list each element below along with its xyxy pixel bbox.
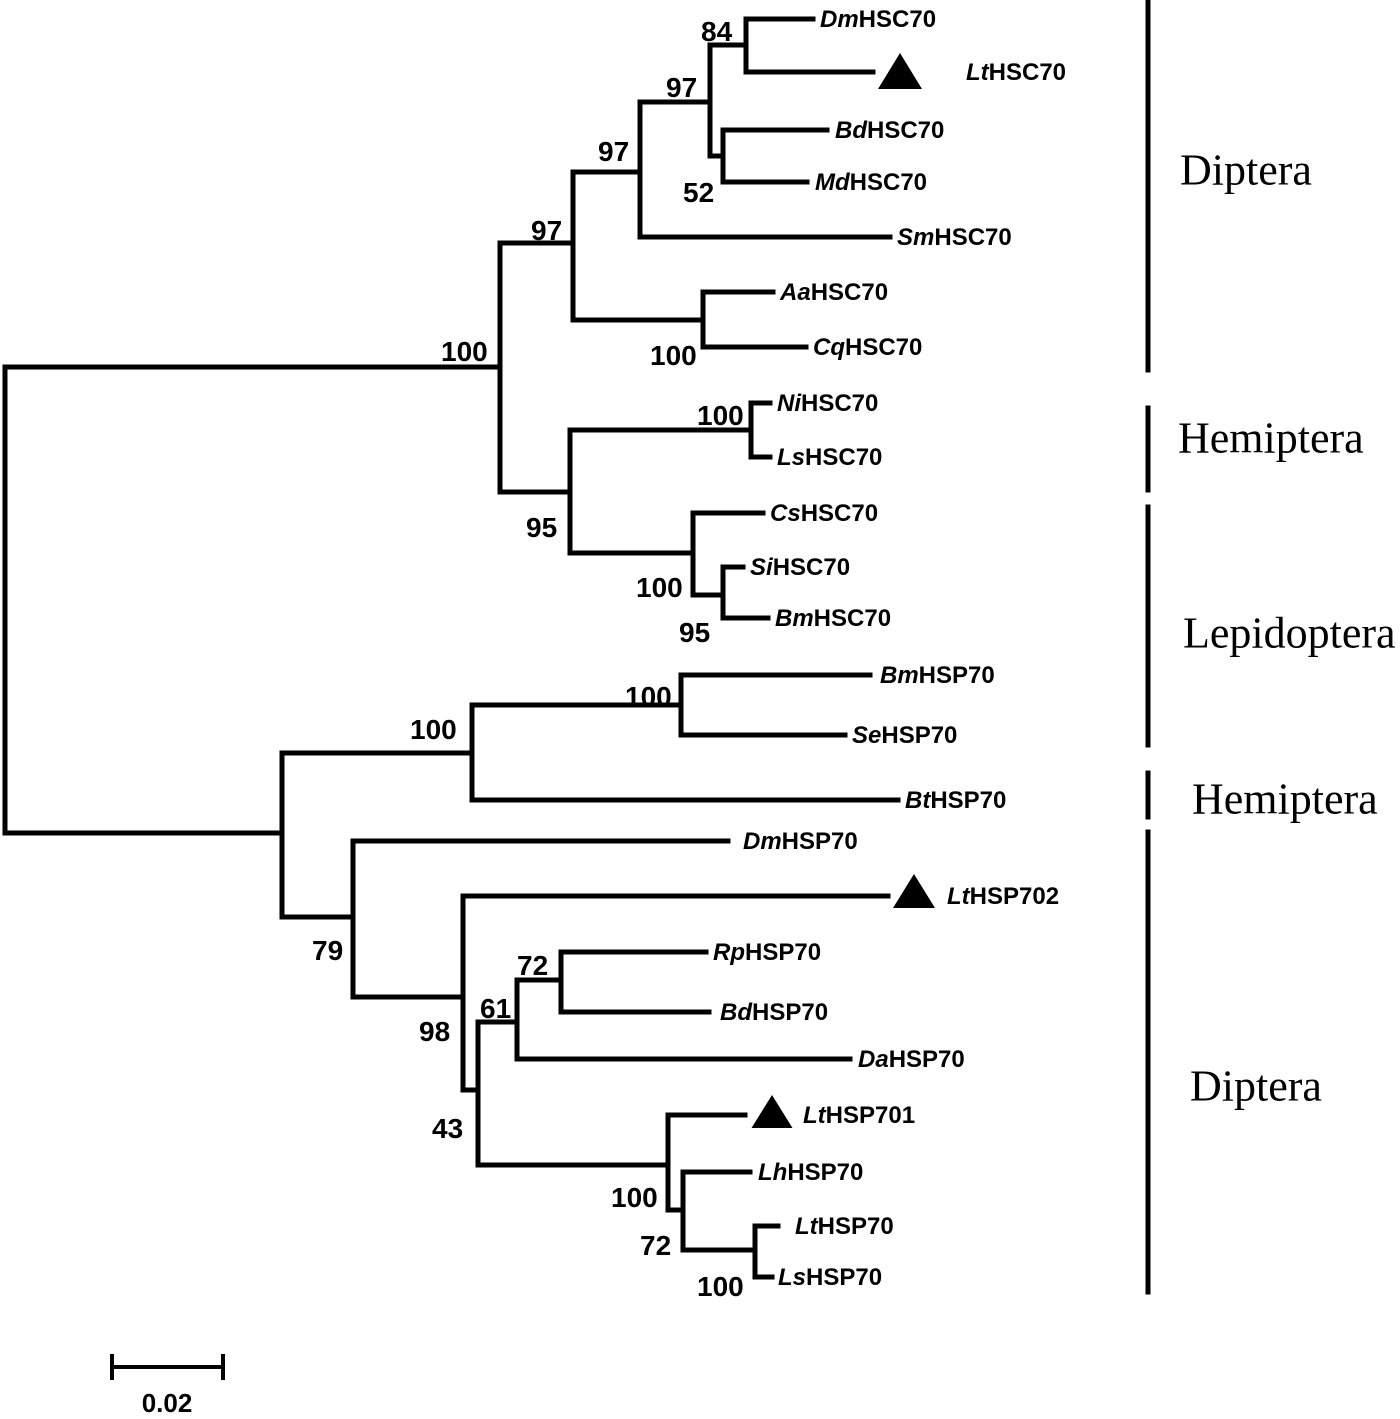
tip-label-SmHSC70: SmHSC70 [897, 224, 1012, 251]
tip-label-LsHSC70: LsHSC70 [777, 444, 882, 471]
bootstrap-value: 100 [697, 400, 744, 431]
bootstrap-value: 98 [419, 1016, 450, 1047]
bootstrap-value: 72 [517, 950, 548, 981]
tip-label-NiHSC70: NiHSC70 [777, 390, 878, 417]
tip-label-SeHSP70: SeHSP70 [852, 722, 957, 749]
marker-triangle-icon [893, 874, 935, 908]
bootstrap-value: 72 [640, 1230, 671, 1261]
bootstrap-value: 52 [683, 177, 714, 208]
bootstrap-value: 100 [410, 714, 457, 745]
bootstrap-value: 100 [650, 340, 697, 371]
bootstrap-value: 97 [666, 72, 697, 103]
tip-label-RpHSP70: RpHSP70 [713, 939, 821, 966]
tip-label-SiHSC70: SiHSC70 [750, 554, 850, 581]
marker-triangle-icon [878, 53, 922, 89]
group-label: Diptera [1190, 1062, 1322, 1111]
bootstrap-value: 43 [432, 1113, 463, 1144]
group-label: Lepidoptera [1183, 609, 1396, 658]
tip-label-BdHSC70: BdHSC70 [835, 117, 944, 144]
tip-label-LtHSC70: LtHSC70 [966, 59, 1066, 86]
bootstrap-value: 61 [480, 993, 511, 1024]
bootstrap-value: 84 [701, 16, 733, 47]
tip-label-BtHSP70: BtHSP70 [905, 787, 1006, 814]
bootstrap-value: 97 [531, 215, 562, 246]
tip-label-BmHSP70: BmHSP70 [880, 662, 995, 689]
group-label: Hemiptera [1192, 775, 1378, 824]
group-label: Diptera [1180, 146, 1312, 195]
tip-label-AaHSC70: AaHSC70 [779, 279, 888, 306]
tip-label-LsHSP70: LsHSP70 [778, 1264, 882, 1291]
tip-label-LtHSP701: LtHSP701 [803, 1102, 915, 1129]
bootstrap-value: 95 [526, 512, 557, 543]
bootstrap-value: 100 [611, 1182, 658, 1213]
tip-label-LtHSP702: LtHSP702 [947, 883, 1059, 910]
tip-label-DmHSP70: DmHSP70 [743, 828, 858, 855]
tip-label-BdHSP70: BdHSP70 [720, 999, 828, 1026]
scale-bar-label: 0.02 [142, 1388, 193, 1418]
bootstrap-value: 100 [441, 336, 488, 367]
tip-label-CsHSC70: CsHSC70 [770, 500, 878, 527]
bootstrap-value: 79 [312, 935, 343, 966]
tip-label-MdHSC70: MdHSC70 [815, 169, 927, 196]
bootstrap-value: 95 [679, 617, 710, 648]
bootstrap-value: 100 [625, 681, 672, 712]
tip-label-LtHSP70: LtHSP70 [795, 1213, 894, 1240]
tip-label-CqHSC70: CqHSC70 [813, 334, 922, 361]
marker-triangle-icon [751, 1095, 793, 1128]
bootstrap-value: 100 [636, 572, 683, 603]
group-label: Hemiptera [1178, 414, 1364, 463]
tip-label-BmHSC70: BmHSC70 [775, 605, 891, 632]
bootstrap-value: 97 [598, 136, 629, 167]
tip-label-DaHSP70: DaHSP70 [858, 1046, 965, 1073]
tip-label-LhHSP70: LhHSP70 [758, 1159, 863, 1186]
tip-label-DmHSC70: DmHSC70 [820, 6, 936, 33]
bootstrap-value: 100 [697, 1271, 744, 1302]
